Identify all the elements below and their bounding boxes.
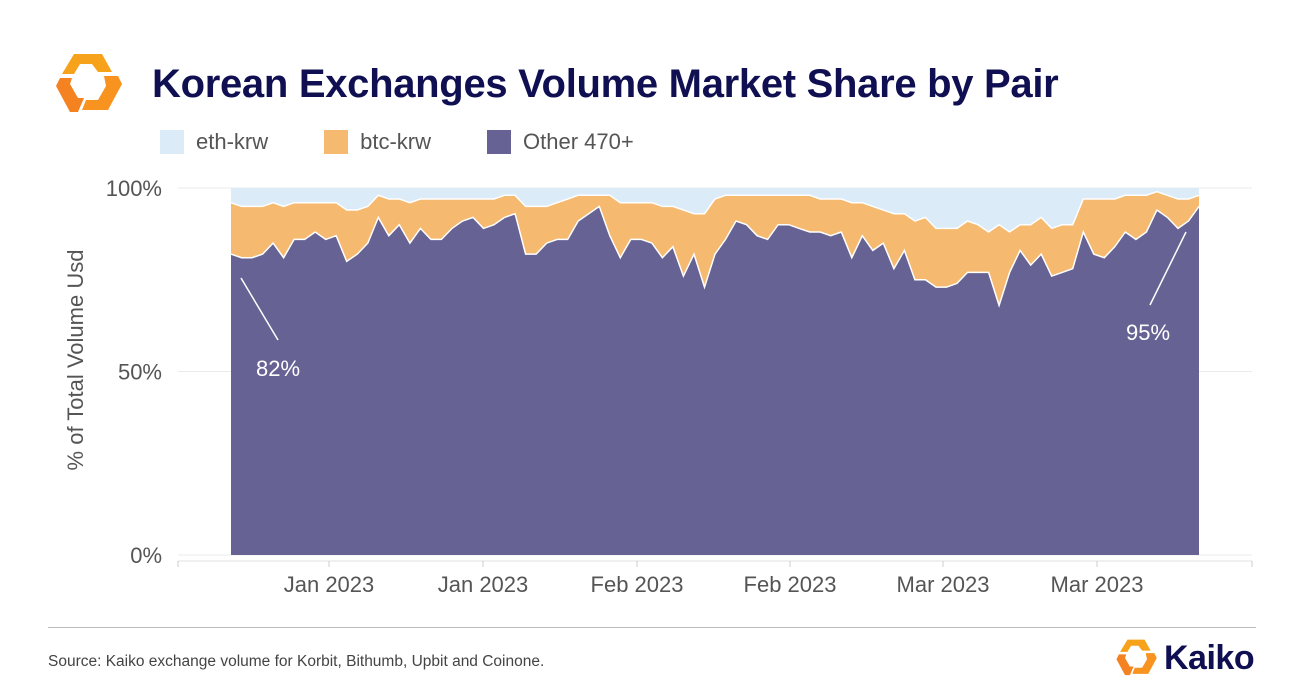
x-tick-label: Jan 2023 — [284, 572, 375, 597]
legend-label-btc: btc-krw — [360, 129, 432, 154]
series-line-other — [230, 205, 1200, 308]
legend-swatch-btc — [324, 130, 349, 154]
footer-divider — [48, 627, 1256, 628]
source-note: Source: Kaiko exchange volume for Korbit… — [48, 653, 545, 670]
legend-item-other[interactable]: Other 470+ — [487, 129, 634, 155]
x-tick-label: Feb 2023 — [744, 572, 837, 597]
chart-title: Korean Exchanges Volume Market Share by … — [152, 62, 1059, 106]
area-series — [230, 188, 1200, 555]
series-line-btc-krw — [230, 190, 1200, 233]
y-tick-label: 50% — [118, 360, 162, 385]
kaiko-mark-icon — [1116, 639, 1157, 676]
y-tick-label: 0% — [130, 543, 162, 568]
chart-legend: eth-krw btc-krw Other 470+ — [160, 128, 690, 156]
legend-item-btc[interactable]: btc-krw — [324, 129, 431, 155]
annotation-leader-start — [240, 277, 279, 341]
x-tick-label: Mar 2023 — [897, 572, 990, 597]
x-tick-label: Mar 2023 — [1051, 572, 1144, 597]
legend-item-eth[interactable]: eth-krw — [160, 129, 268, 155]
brand-logo: Kaiko — [1114, 636, 1255, 680]
annotations: 82% 95% — [240, 231, 1187, 381]
x-tick-label: Feb 2023 — [591, 572, 684, 597]
annotation-leader-end — [1149, 231, 1187, 306]
x-tick-label: Jan 2023 — [438, 572, 529, 597]
legend-label-other: Other 470+ — [523, 129, 634, 154]
legend-label-eth: eth-krw — [196, 129, 269, 154]
area-chart: Jan 2023 Jan 2023 Feb 2023 Feb 2023 Mar 2023… — [63, 176, 1253, 597]
series-area-other — [231, 206, 1199, 555]
brand-name: Kaiko — [1164, 638, 1255, 677]
legend-swatch-eth — [160, 130, 184, 154]
annotation-start-label: 82% — [256, 356, 300, 381]
kaiko-logo-icon — [56, 54, 122, 112]
legend-swatch-other — [487, 130, 512, 154]
annotation-end-label: 95% — [1126, 320, 1170, 345]
axes: Jan 2023 Jan 2023 Feb 2023 Feb 2023 Mar 2023… — [63, 176, 1253, 597]
y-axis-label: % of Total Volume Usd — [63, 250, 88, 471]
series-area-btc-krw — [231, 191, 1199, 306]
y-tick-label: 100% — [106, 176, 162, 201]
